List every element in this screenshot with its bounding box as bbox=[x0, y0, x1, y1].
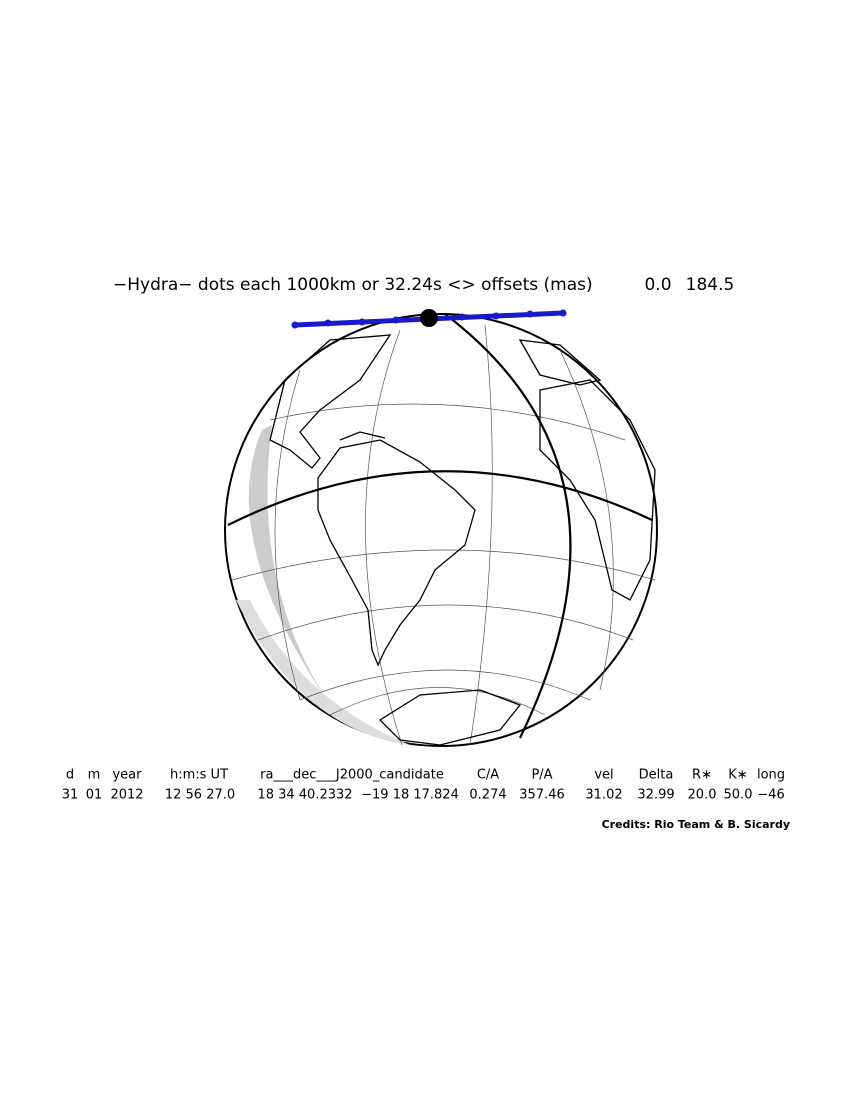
occultation-track bbox=[291, 309, 567, 329]
header-cell: long bbox=[757, 768, 785, 783]
header-cell: R∗ bbox=[692, 768, 712, 783]
value-cell: 20.0 bbox=[688, 788, 717, 803]
header-cell: m bbox=[88, 768, 101, 783]
header-cell: P/A bbox=[531, 768, 552, 783]
value-cell: 31 bbox=[62, 788, 79, 803]
globe bbox=[224, 313, 658, 747]
value-cell: 18 34 40.2332 bbox=[257, 788, 352, 803]
offset-x: 0.0 bbox=[644, 275, 671, 295]
map-title: −Hydra− dots each 1000km or 32.24s <> of… bbox=[113, 275, 593, 295]
header-cell: year bbox=[112, 768, 142, 783]
header-cell: Delta bbox=[639, 768, 674, 783]
header-cell: C/A bbox=[477, 768, 499, 783]
offset-y: 184.5 bbox=[686, 275, 735, 295]
value-cell: 31.02 bbox=[585, 788, 622, 803]
value-cell: −19 18 17.824 bbox=[361, 788, 459, 803]
value-cell: 50.0 bbox=[724, 788, 753, 803]
header-cell: h:m:s UT bbox=[170, 768, 228, 783]
credits: Credits: Rio Team & B. Sicardy bbox=[602, 818, 790, 831]
header-cell: vel bbox=[594, 768, 613, 783]
value-cell: 01 bbox=[86, 788, 103, 803]
header-cell: ra___dec___J2000_candidate bbox=[260, 768, 444, 783]
value-cell: 12 56 27.0 bbox=[165, 788, 235, 803]
value-cell: 2012 bbox=[110, 788, 143, 803]
event-table: d m year h:m:s UT ra___dec___J2000_candidate… bbox=[62, 768, 785, 803]
value-cell: 32.99 bbox=[637, 788, 674, 803]
value-cell: −46 bbox=[757, 788, 784, 803]
value-cell: 357.46 bbox=[519, 788, 565, 803]
header-cell: K∗ bbox=[728, 768, 747, 783]
value-cell: 0.274 bbox=[469, 788, 506, 803]
header-cell: d bbox=[66, 768, 74, 783]
